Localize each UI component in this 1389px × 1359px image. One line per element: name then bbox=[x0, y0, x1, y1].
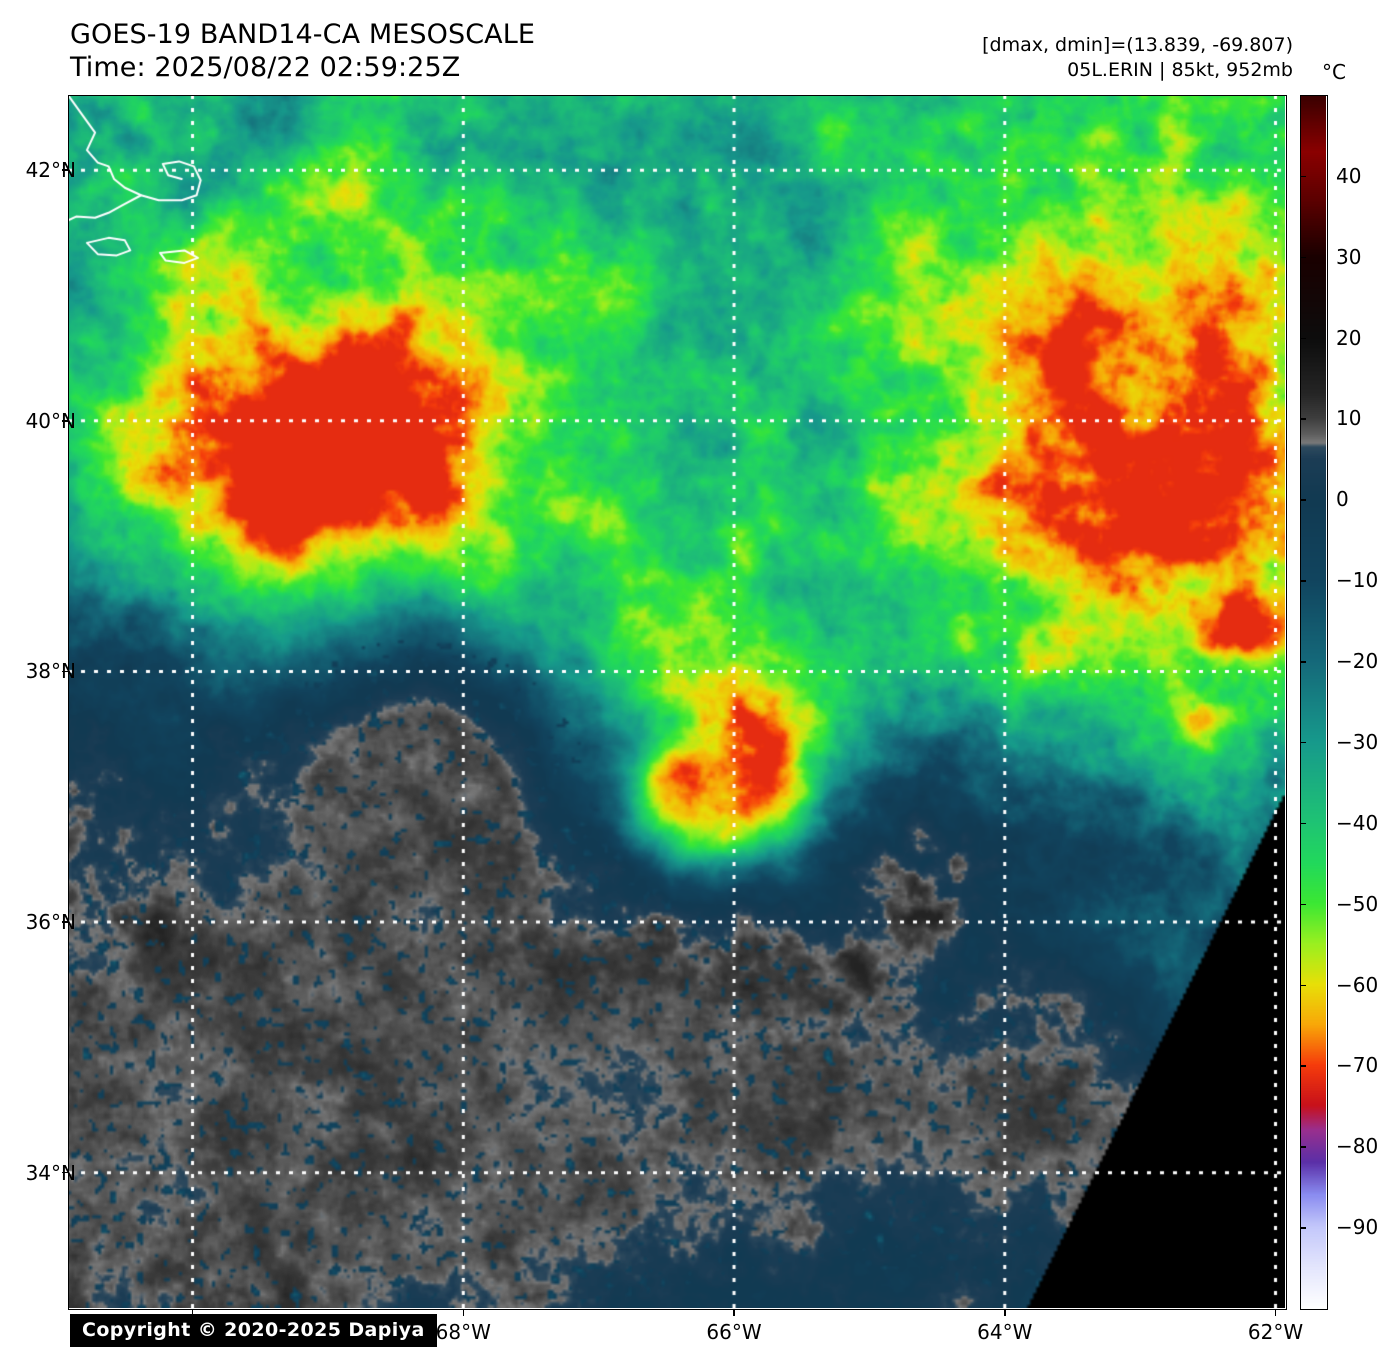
lat-tick-42: 42°N bbox=[25, 158, 76, 183]
colorbar-tickmark bbox=[1300, 499, 1306, 501]
colorbar-tickmark bbox=[1300, 661, 1306, 663]
satellite-imagery-canvas bbox=[68, 95, 1285, 1308]
colorbar-tick-20: 20 bbox=[1336, 325, 1362, 350]
colorbar-tickmark bbox=[1300, 903, 1306, 906]
colorbar-tick-minus60: −60 bbox=[1336, 972, 1379, 997]
lat-tickmark bbox=[62, 169, 68, 171]
colorbar-tick-0: 0 bbox=[1336, 487, 1349, 512]
colorbar-tick-minus80: −80 bbox=[1336, 1134, 1379, 1159]
colorbar-tickmark bbox=[1300, 580, 1306, 582]
lon-tickmark bbox=[191, 1309, 194, 1316]
lat-tickmark bbox=[62, 1171, 68, 1174]
lat-tickmark bbox=[62, 670, 68, 673]
lat-tick-38: 38°N bbox=[25, 659, 76, 684]
colorbar-unit-label: °C bbox=[1322, 60, 1346, 84]
colorbar-tick-minus70: −70 bbox=[1336, 1053, 1379, 1078]
colorbar-tickmark bbox=[1300, 1065, 1306, 1067]
lat-tick-34: 34°N bbox=[25, 1160, 76, 1185]
colorbar-tick-10: 10 bbox=[1336, 406, 1362, 431]
colorbar-tickmark bbox=[1300, 337, 1306, 340]
colorbar-gradient bbox=[1300, 95, 1326, 1308]
colorbar-tick-30: 30 bbox=[1336, 244, 1362, 269]
colorbar-tick-minus90: −90 bbox=[1336, 1215, 1379, 1240]
colorbar-tickmark bbox=[1300, 822, 1306, 825]
lon-tick-64: 64°W bbox=[977, 1320, 1033, 1344]
colorbar[interactable] bbox=[1300, 95, 1328, 1310]
map-plot-area[interactable] bbox=[68, 95, 1287, 1310]
colorbar-tickmark bbox=[1300, 256, 1306, 259]
lon-tickmark bbox=[733, 1309, 735, 1316]
timestamp-label: Time: 2025/08/22 02:59:25Z bbox=[70, 52, 461, 83]
lat-tickmark bbox=[62, 921, 68, 923]
lon-tickmark bbox=[462, 1309, 465, 1316]
colorbar-tickmark bbox=[1300, 741, 1306, 744]
header-right: [dmax, dmin]=(13.839, -69.807) 05L.ERIN … bbox=[773, 33, 1293, 83]
lon-tick-62: 62°W bbox=[1247, 1320, 1304, 1344]
lon-tickmark bbox=[1274, 1309, 1277, 1316]
lat-tick-40: 40°N bbox=[25, 408, 76, 433]
colorbar-tickmark bbox=[1300, 1146, 1306, 1148]
colorbar-tick-40: 40 bbox=[1336, 163, 1362, 188]
lon-tickmark bbox=[1004, 1309, 1006, 1316]
data-minmax-label: [dmax, dmin]=(13.839, -69.807) bbox=[982, 34, 1293, 56]
colorbar-tickmark bbox=[1300, 175, 1306, 178]
colorbar-tickmark bbox=[1300, 1227, 1306, 1229]
colorbar-tick-minus40: −40 bbox=[1336, 810, 1379, 835]
colorbar-tickmark bbox=[1300, 984, 1306, 987]
lat-tick-36: 36°N bbox=[25, 910, 76, 935]
colorbar-tick-minus50: −50 bbox=[1336, 891, 1379, 916]
colorbar-tickmark bbox=[1300, 418, 1306, 420]
copyright-banner: Copyright © 2020-2025 Dapiya bbox=[70, 1314, 437, 1347]
lon-tick-66: 66°W bbox=[706, 1320, 762, 1344]
colorbar-tick-minus30: −30 bbox=[1336, 729, 1379, 754]
page-title: GOES-19 BAND14-CA MESOSCALE bbox=[70, 19, 536, 50]
lon-tick-68: 68°W bbox=[435, 1320, 491, 1344]
header-left: GOES-19 BAND14-CA MESOSCALE Time: 2025/0… bbox=[70, 18, 830, 84]
colorbar-tick-minus20: −20 bbox=[1336, 649, 1379, 674]
lat-tickmark bbox=[62, 420, 68, 422]
storm-info-label: 05L.ERIN | 85kt, 952mb bbox=[1067, 59, 1293, 81]
colorbar-tick-minus10: −10 bbox=[1336, 568, 1379, 593]
